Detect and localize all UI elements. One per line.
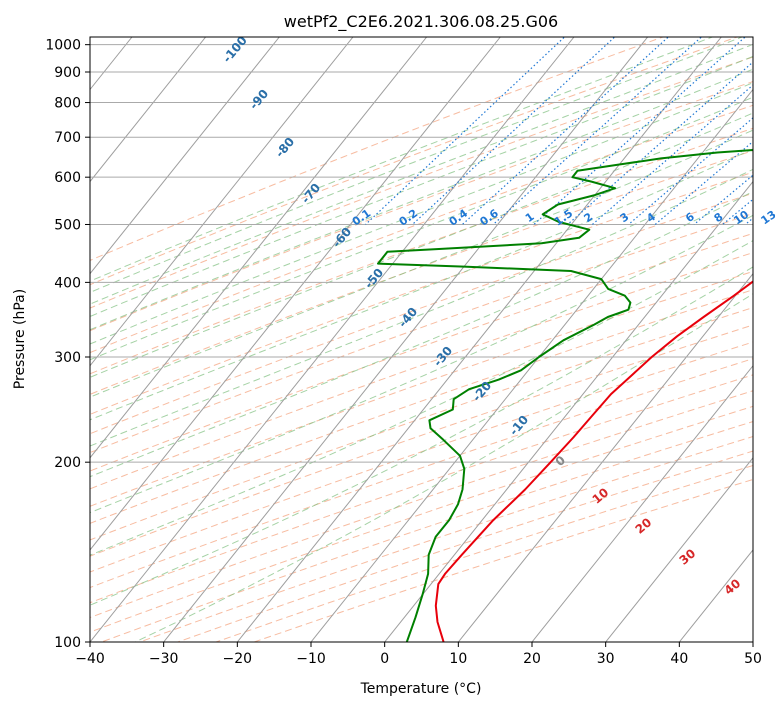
isobar-gridlines	[90, 44, 753, 642]
y-tick-label: 300	[54, 350, 81, 366]
dry-adiabat-line	[90, 171, 753, 415]
y-axis-ticks: 100 200 300 400 500 600 700 800 900 1000	[45, 38, 90, 651]
x-axis-label: Temperature (°C)	[360, 681, 482, 697]
dry-adiabat-line	[90, 307, 753, 541]
isotherm-line	[90, 37, 575, 642]
x-axis-ticks: −40 −30 −20 −10 0 10 20 30 40 50	[75, 642, 762, 667]
x-tick-label: 30	[597, 651, 615, 667]
y-axis-label: Pressure (hPa)	[12, 289, 28, 389]
dry-adiabat-line	[90, 37, 665, 261]
y-tick-label: 1000	[45, 38, 81, 54]
chart-title: wetPf2_C2E6.2021.306.08.25.G06	[284, 12, 558, 32]
y-tick-label: 600	[54, 170, 81, 186]
mixing-ratio-line	[533, 37, 747, 225]
y-tick-label: 100	[54, 635, 81, 651]
isotherm-line	[90, 37, 354, 367]
temperature-line	[434, 280, 753, 642]
moist-adiabats	[90, 37, 753, 642]
moist-adiabat-line	[90, 129, 753, 398]
dry-adiabat-line	[90, 127, 753, 375]
plot-frame	[89, 36, 754, 643]
y-tick-label: 400	[54, 275, 81, 291]
dry-adiabat-line	[90, 192, 753, 435]
skewed-isotherms	[90, 37, 753, 642]
moist-adiabat-line	[90, 55, 753, 318]
x-tick-label: 10	[449, 651, 467, 667]
isotherm-line	[236, 37, 722, 642]
isotherm-line	[384, 180, 753, 642]
isotherm-line	[90, 37, 428, 459]
mixing-ratio-line	[654, 140, 753, 225]
moist-adiabat-line	[90, 168, 753, 447]
y-tick-label: 800	[54, 96, 81, 112]
mixing-ratio-line	[365, 37, 566, 225]
dry-adiabat-line	[90, 324, 753, 557]
moist-adiabat-line	[90, 148, 753, 421]
dewpoint-line	[377, 149, 753, 642]
dry-adiabat-line	[90, 37, 739, 286]
mixing-ratio-lines	[365, 37, 753, 225]
dry-adiabat-line	[90, 150, 753, 395]
dry-adiabat-line	[90, 289, 753, 524]
x-tick-label: −40	[75, 651, 105, 667]
isotherm-line	[457, 272, 753, 642]
dry-adiabat-line	[90, 104, 753, 354]
mixing-ratio-label: 13	[759, 208, 775, 227]
moist-adiabat-line	[90, 266, 753, 606]
isotherm-line	[163, 37, 649, 642]
x-tick-label: 0	[380, 651, 389, 667]
isotherm-line	[531, 364, 753, 642]
moist-adiabat-line	[90, 96, 753, 361]
dry-adiabat-line	[90, 56, 753, 309]
x-tick-label: −10	[296, 651, 326, 667]
isotherm-line	[90, 37, 207, 183]
x-tick-label: −30	[149, 651, 179, 667]
x-tick-label: −20	[223, 651, 253, 667]
moist-adiabat-line	[90, 43, 753, 305]
moist-adiabat-line	[90, 68, 753, 331]
mixing-ratio-line	[591, 84, 753, 225]
x-tick-label: 20	[523, 651, 541, 667]
mixing-ratio-line	[567, 61, 753, 225]
y-tick-label: 200	[54, 455, 81, 471]
dry-adiabat-line	[90, 358, 753, 589]
dry-adiabat-line	[90, 212, 753, 454]
y-tick-label: 900	[54, 65, 81, 81]
moist-adiabat-line	[90, 82, 753, 345]
x-tick-label: 50	[744, 651, 762, 667]
profile-lines	[377, 149, 753, 642]
y-tick-label: 700	[54, 130, 81, 146]
moist-adiabat-line	[90, 191, 753, 478]
isotherm-line	[310, 88, 753, 642]
moist-adiabat-line	[134, 293, 753, 642]
isotherm-line	[90, 37, 280, 275]
isotherm-line	[605, 457, 753, 642]
isotherm-line	[90, 37, 501, 551]
x-tick-label: 40	[670, 651, 688, 667]
y-tick-label: 500	[54, 217, 81, 233]
